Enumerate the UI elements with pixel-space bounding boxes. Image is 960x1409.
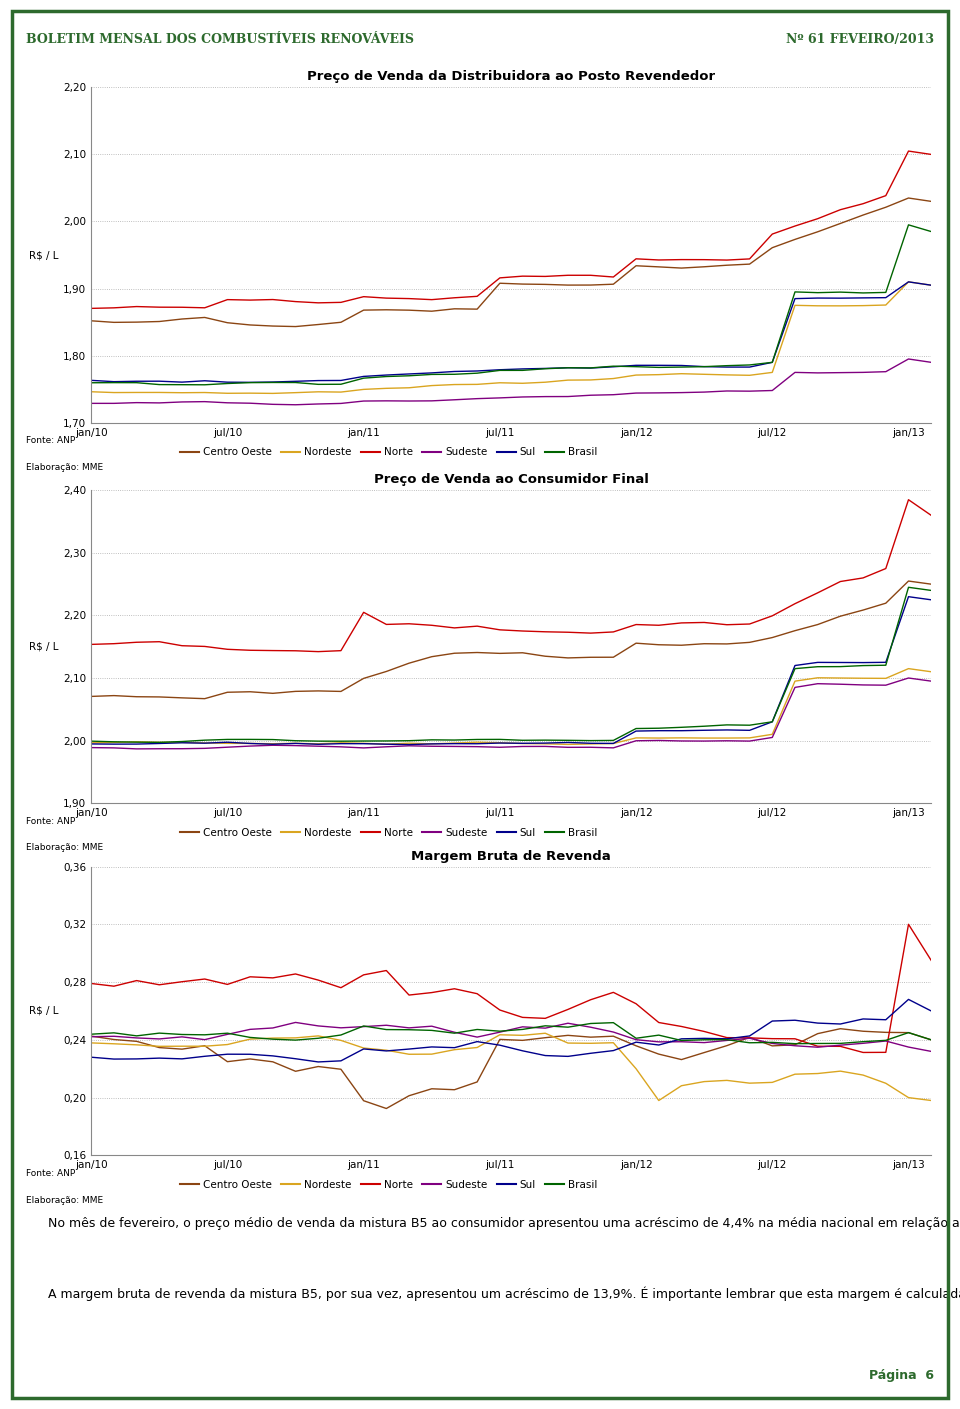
Y-axis label: R$ / L: R$ / L [29,641,59,652]
Legend: Centro Oeste, Nordeste, Norte, Sudeste, Sul, Brasil: Centro Oeste, Nordeste, Norte, Sudeste, … [176,1175,602,1195]
Text: Fonte: ANP: Fonte: ANP [26,1169,75,1178]
Text: Página  6: Página 6 [870,1368,934,1382]
Legend: Centro Oeste, Nordeste, Norte, Sudeste, Sul, Brasil: Centro Oeste, Nordeste, Norte, Sudeste, … [176,442,602,462]
Title: Preço de Venda ao Consumidor Final: Preço de Venda ao Consumidor Final [373,473,649,486]
Text: Fonte: ANP: Fonte: ANP [26,437,75,445]
Title: Margem Bruta de Revenda: Margem Bruta de Revenda [411,850,612,862]
Title: Preço de Venda da Distribuidora ao Posto Revendedor: Preço de Venda da Distribuidora ao Posto… [307,70,715,83]
Text: Elaboração: MME: Elaboração: MME [26,464,103,472]
Text: Nº 61 FEVEIRO/2013: Nº 61 FEVEIRO/2013 [786,34,934,46]
Text: No mês de fevereiro, o preço médio de venda da mistura B5 ao consumidor apresent: No mês de fevereiro, o preço médio de ve… [48,1217,960,1230]
Text: Elaboração: MME: Elaboração: MME [26,844,103,852]
Text: Elaboração: MME: Elaboração: MME [26,1196,103,1205]
Y-axis label: R$ / L: R$ / L [29,249,59,261]
Y-axis label: R$ / L: R$ / L [29,1006,59,1016]
Legend: Centro Oeste, Nordeste, Norte, Sudeste, Sul, Brasil: Centro Oeste, Nordeste, Norte, Sudeste, … [176,823,602,843]
Text: Fonte: ANP: Fonte: ANP [26,817,75,826]
Text: A margem bruta de revenda da mistura B5, por sua vez, apresentou um acréscimo de: A margem bruta de revenda da mistura B5,… [48,1286,960,1301]
Text: BOLETIM MENSAL DOS COMBUSTÍVEIS RENOVÁVEIS: BOLETIM MENSAL DOS COMBUSTÍVEIS RENOVÁVE… [26,34,414,46]
